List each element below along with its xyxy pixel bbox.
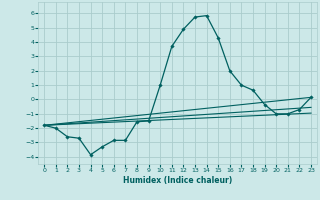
X-axis label: Humidex (Indice chaleur): Humidex (Indice chaleur): [123, 176, 232, 185]
